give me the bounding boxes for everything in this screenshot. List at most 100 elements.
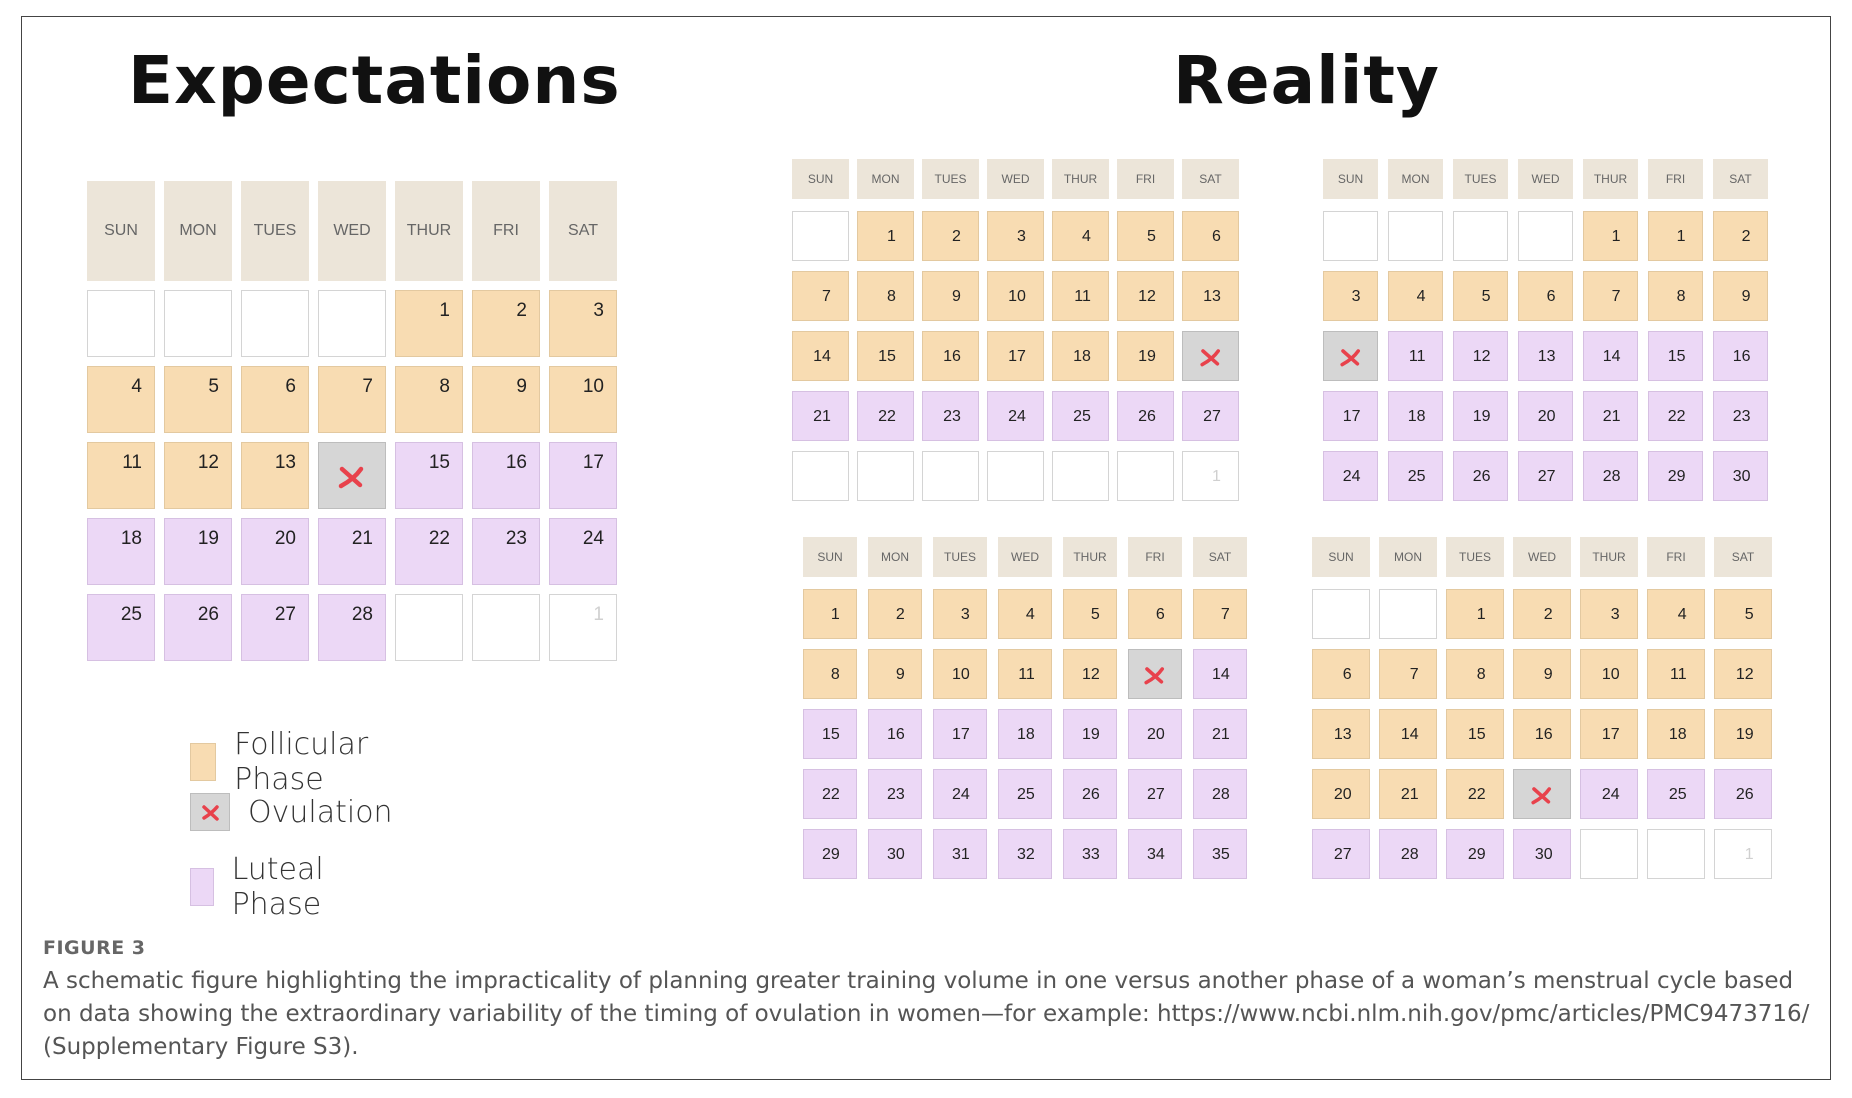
day-number: 29 bbox=[1667, 468, 1686, 485]
day-cell: 6 bbox=[241, 366, 309, 433]
day-cell: 11 bbox=[1052, 271, 1109, 321]
day-header: MON bbox=[1388, 159, 1443, 199]
day-header: SAT bbox=[1182, 159, 1239, 199]
day-cell: 23 bbox=[868, 769, 922, 819]
day-header: TUES bbox=[1446, 537, 1504, 577]
day-header: FRI bbox=[472, 181, 540, 281]
day-cell: 13 bbox=[241, 442, 309, 509]
day-number: 22 bbox=[1467, 786, 1486, 803]
day-cell: 11 bbox=[1647, 649, 1705, 699]
day-header: SUN bbox=[1312, 537, 1370, 577]
day-header: MON bbox=[1379, 537, 1437, 577]
day-number: 7 bbox=[1220, 606, 1230, 623]
day-number: 15 bbox=[822, 726, 840, 743]
day-cell bbox=[1379, 589, 1437, 639]
day-number: 10 bbox=[952, 666, 970, 683]
ovulation-x-icon bbox=[338, 467, 364, 489]
day-cell: 14 bbox=[1379, 709, 1437, 759]
day-number: 21 bbox=[813, 408, 831, 425]
day-number: 26 bbox=[197, 604, 219, 625]
day-header: TUES bbox=[241, 181, 309, 281]
day-cell: 27 bbox=[241, 594, 309, 661]
day-number: 27 bbox=[1203, 408, 1221, 425]
day-cell: 15 bbox=[1446, 709, 1504, 759]
day-cell bbox=[1518, 211, 1573, 261]
day-number: 12 bbox=[1472, 348, 1491, 365]
day-cell: 26 bbox=[1117, 391, 1174, 441]
day-header: THUR bbox=[1580, 537, 1638, 577]
day-cell: 1 bbox=[857, 211, 914, 261]
day-number: 8 bbox=[887, 288, 896, 305]
day-number: 16 bbox=[1534, 726, 1553, 743]
ovulation-day-cell bbox=[1128, 649, 1182, 699]
day-number: 17 bbox=[1601, 726, 1620, 743]
day-cell: 6 bbox=[1312, 649, 1370, 699]
day-cell: 29 bbox=[803, 829, 857, 879]
day-number: 13 bbox=[274, 452, 296, 473]
day-cell: 8 bbox=[857, 271, 914, 321]
legend-follicular-label: Follicular Phase bbox=[234, 727, 369, 797]
day-number: 28 bbox=[351, 604, 373, 625]
day-number: 6 bbox=[1342, 666, 1352, 683]
day-cell: 1 bbox=[395, 290, 463, 357]
day-cell bbox=[792, 451, 849, 501]
day-cell: 22 bbox=[1446, 769, 1504, 819]
day-cell: 25 bbox=[1388, 451, 1443, 501]
day-cell: 23 bbox=[1713, 391, 1768, 441]
ovulation-day-cell bbox=[1513, 769, 1571, 819]
day-cell: 4 bbox=[1647, 589, 1705, 639]
day-number: 20 bbox=[274, 528, 296, 549]
day-header: WED bbox=[1518, 159, 1573, 199]
ovulation-x-icon bbox=[1144, 667, 1164, 685]
day-cell: 17 bbox=[549, 442, 617, 509]
day-cell: 1 bbox=[803, 589, 857, 639]
day-number: 19 bbox=[197, 528, 219, 549]
day-cell: 17 bbox=[1580, 709, 1638, 759]
day-cell: 15 bbox=[395, 442, 463, 509]
day-number: 31 bbox=[952, 846, 970, 863]
day-cell: 10 bbox=[1580, 649, 1638, 699]
day-cell: 19 bbox=[1453, 391, 1508, 441]
day-number: 18 bbox=[1017, 726, 1035, 743]
day-cell: 7 bbox=[1583, 271, 1638, 321]
day-cell: 5 bbox=[1063, 589, 1117, 639]
day-number: 2 bbox=[516, 300, 527, 321]
day-number: 22 bbox=[822, 786, 840, 803]
day-cell: 7 bbox=[1193, 589, 1247, 639]
day-number: 30 bbox=[1732, 468, 1751, 485]
day-number: 1 bbox=[887, 228, 896, 245]
day-number: 8 bbox=[439, 376, 450, 397]
day-cell: 15 bbox=[803, 709, 857, 759]
day-cell: 29 bbox=[1648, 451, 1703, 501]
day-cell: 2 bbox=[472, 290, 540, 357]
day-cell: 18 bbox=[1388, 391, 1443, 441]
day-cell: 1 bbox=[1182, 451, 1239, 501]
day-cell: 7 bbox=[318, 366, 386, 433]
day-header: TUES bbox=[922, 159, 979, 199]
day-cell: 35 bbox=[1193, 829, 1247, 879]
day-number: 28 bbox=[1602, 468, 1621, 485]
day-number: 15 bbox=[1667, 348, 1686, 365]
day-number: 34 bbox=[1147, 846, 1165, 863]
day-number: 11 bbox=[122, 452, 142, 473]
day-cell: 12 bbox=[1117, 271, 1174, 321]
day-number: 11 bbox=[1670, 666, 1687, 683]
day-cell: 1 bbox=[549, 594, 617, 661]
day-cell: 10 bbox=[549, 366, 617, 433]
day-cell: 14 bbox=[792, 331, 849, 381]
ovulation-swatch bbox=[190, 793, 230, 831]
day-header: FRI bbox=[1117, 159, 1174, 199]
day-number: 18 bbox=[1073, 348, 1091, 365]
day-number: 17 bbox=[582, 452, 604, 473]
day-cell bbox=[472, 594, 540, 661]
day-number: 14 bbox=[1602, 348, 1621, 365]
day-cell bbox=[1647, 829, 1705, 879]
day-number: 10 bbox=[1008, 288, 1026, 305]
day-number: 2 bbox=[952, 228, 961, 245]
ovulation-day-cell bbox=[318, 442, 386, 509]
day-cell: 19 bbox=[1714, 709, 1772, 759]
day-number: 21 bbox=[1602, 408, 1621, 425]
day-number: 23 bbox=[887, 786, 905, 803]
day-cell: 31 bbox=[933, 829, 987, 879]
day-number: 5 bbox=[1744, 606, 1754, 623]
